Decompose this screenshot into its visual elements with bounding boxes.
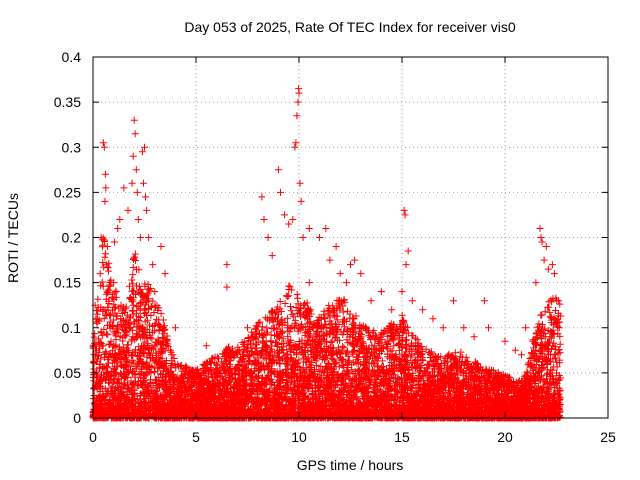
y-tick-label: 0.25 <box>54 184 81 200</box>
y-tick-label: 0.2 <box>62 230 82 246</box>
y-tick-label: 0 <box>73 410 81 426</box>
chart-title: Day 053 of 2025, Rate Of TEC Index for r… <box>184 19 515 35</box>
x-tick-label: 20 <box>497 429 513 445</box>
y-tick-labels: 0 0.05 0.1 0.15 0.2 0.25 0.3 0.35 0.4 <box>54 49 81 426</box>
x-tick-label: 15 <box>394 429 410 445</box>
roti-points <box>89 85 565 422</box>
x-tick-label: 0 <box>89 429 97 445</box>
x-axis-title: GPS time / hours <box>297 457 404 473</box>
y-tick-label: 0.4 <box>62 49 82 65</box>
axis-ticks <box>92 56 609 419</box>
y-tick-label: 0.05 <box>54 365 81 381</box>
y-tick-label: 0.15 <box>54 275 81 291</box>
y-tick-label: 0.3 <box>62 139 82 155</box>
x-tick-label: 10 <box>291 429 307 445</box>
x-tick-label: 5 <box>192 429 200 445</box>
data-points <box>89 85 565 422</box>
y-axis-title: ROTI / TECUs <box>5 193 21 283</box>
y-tick-label: 0.35 <box>54 94 81 110</box>
x-tick-labels: 0 5 10 15 20 25 <box>89 429 616 445</box>
y-tick-label: 0.1 <box>62 320 82 336</box>
x-tick-label: 25 <box>600 429 616 445</box>
